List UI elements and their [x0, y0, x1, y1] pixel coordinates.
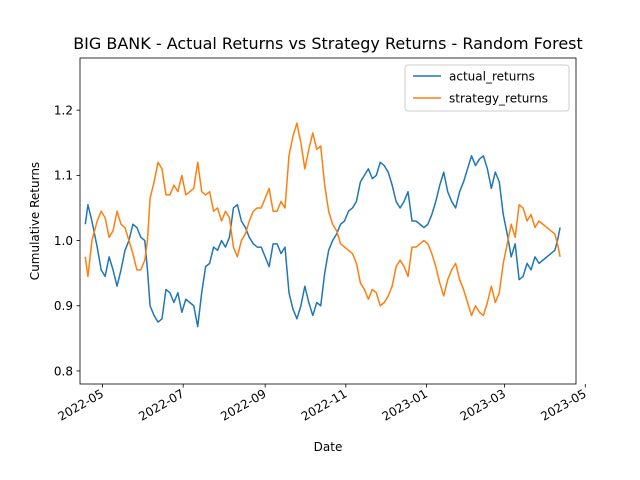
chart-title: BIG BANK - Actual Returns vs Strategy Re… [73, 34, 583, 53]
x-axis-label: Date [314, 440, 343, 454]
y-tick-label: 0.9 [54, 299, 73, 313]
y-tick-label: 1.1 [54, 169, 73, 183]
plot-area [80, 58, 576, 384]
y-tick-label: 1.0 [54, 234, 73, 248]
plot-frame [79, 57, 577, 385]
legend-label-strategy-returns: strategy_returns [449, 91, 548, 105]
series-layer [84, 122, 561, 328]
series-line-actual-returns [84, 155, 561, 328]
y-tick-label: 0.8 [54, 364, 73, 378]
legend-box [404, 64, 570, 112]
legend: actual_returns strategy_returns [404, 64, 570, 112]
legend-label-actual-returns: actual_returns [449, 69, 535, 83]
y-tick-label: 1.2 [54, 103, 73, 117]
y-axis-label: Cumulative Returns [28, 162, 42, 280]
series-line-strategy-returns [84, 122, 561, 317]
